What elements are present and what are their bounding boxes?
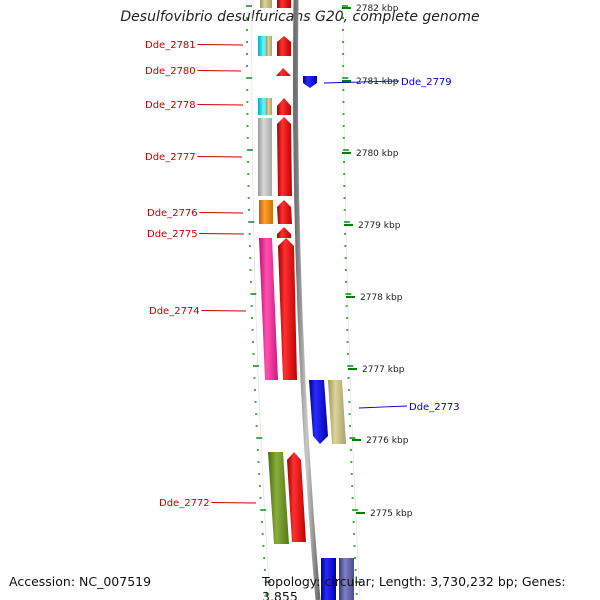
leader-line [323, 80, 400, 84]
gene-arrow-dde2780[interactable] [276, 68, 291, 76]
leader-line [211, 502, 257, 504]
gene-arrow-dde2779[interactable] [303, 76, 317, 88]
kbp-tick-label: 2775 kbp [370, 509, 413, 519]
leader-line [201, 310, 247, 312]
leader-line [358, 405, 408, 409]
genome-backbone [292, 0, 321, 600]
gene-arrow-top [277, 0, 291, 8]
gene-label-dde_2780[interactable]: Dde_2780 [145, 66, 196, 77]
cog-bar-dde2776 [259, 200, 273, 224]
gene-arrow-dde2776[interactable] [277, 200, 292, 224]
cog-bar-dde2781-b [266, 36, 272, 56]
cog-bar-dde2772 [268, 452, 289, 544]
gene-arrow-dde2781[interactable] [277, 36, 291, 56]
gene-labels: Dde_2781 Dde_2780 Dde_2778 Dde_2777 Dde_2776… [145, 40, 460, 509]
accession-text: Accession: NC_007519 [9, 574, 152, 589]
gene-label-dde_2776[interactable]: Dde_2776 [147, 208, 198, 219]
leader-line [199, 212, 244, 214]
gene-arrow-dde2772[interactable] [287, 452, 306, 542]
gene-label-dde_2781[interactable]: Dde_2781 [145, 40, 196, 51]
gene-arrow-dde2773[interactable] [309, 380, 328, 444]
kbp-tick-label: 2778 kbp [360, 293, 403, 303]
kbp-tick-label: 2782 kbp [356, 4, 399, 14]
kbp-tick-label: 2780 kbp [356, 149, 399, 159]
track-outline-right [342, 0, 361, 600]
map-title: Desulfovibrio desulfuricans G20, complet… [120, 9, 480, 25]
gene-label-dde_2773[interactable]: Dde_2773 [409, 402, 460, 413]
forward-strand-ticks [245, 5, 271, 595]
genome-summary-text: Topology: circular; Length: 3,730,232 bp… [262, 574, 566, 600]
leader-line [197, 156, 243, 158]
gene-label-dde_2775[interactable]: Dde_2775 [147, 229, 198, 240]
gene-arrow-dde2775[interactable] [277, 227, 291, 238]
gene-label-dde_2777[interactable]: Dde_2777 [145, 152, 196, 163]
cog-bar-dde2773 [328, 380, 346, 444]
gene-arrow-bottom-navy [339, 558, 354, 600]
cog-bar-dde2774 [259, 238, 278, 380]
cog-bar-dde2777 [258, 118, 272, 196]
gene-label-dde_2772[interactable]: Dde_2772 [159, 498, 210, 509]
kbp-tick-label: 2779 kbp [358, 221, 401, 231]
leader-line [197, 44, 244, 46]
kbp-tick-label: 2777 kbp [362, 365, 405, 375]
cog-bar-dde2778-b [266, 98, 272, 115]
reverse-strand-ticks [342, 5, 362, 595]
gene-label-dde_2774[interactable]: Dde_2774 [149, 306, 200, 317]
gene-arrow-bottom-blue [321, 558, 336, 600]
gene-arrow-dde2774[interactable] [278, 238, 297, 380]
gene-arrow-dde2777[interactable] [277, 117, 292, 196]
leader-line [197, 70, 242, 72]
track-outline-left [251, 0, 271, 600]
kbp-tick-label: 2776 kbp [366, 436, 409, 446]
gene-label-dde_2779[interactable]: Dde_2779 [401, 77, 452, 88]
leader-line [199, 233, 245, 235]
gene-label-dde_2778[interactable]: Dde_2778 [145, 100, 196, 111]
leader-line [197, 104, 244, 106]
cog-bar-top [260, 0, 272, 8]
gene-arrow-dde2778[interactable] [277, 98, 291, 115]
